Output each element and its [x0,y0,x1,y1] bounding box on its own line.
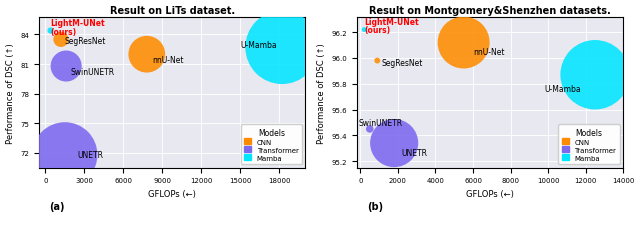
Y-axis label: Performance of DSC (↑): Performance of DSC (↑) [317,43,326,143]
Point [141,53,152,57]
Text: (ours): (ours) [364,26,390,35]
Title: Result on Montgomery&Shenzhen datasets.: Result on Montgomery&Shenzhen datasets. [369,5,611,16]
Text: (b): (b) [367,201,383,211]
Point [458,41,468,45]
Point [45,30,56,33]
Point [56,38,66,42]
Text: SegResNet: SegResNet [65,37,106,46]
Legend: CNN, Transformer, Mamba: CNN, Transformer, Mamba [559,125,620,164]
Point [277,46,287,50]
Point [61,65,71,68]
Text: LightM-UNet: LightM-UNet [51,19,105,28]
Text: UNETR: UNETR [78,151,104,160]
Title: Result on LiTs dataset.: Result on LiTs dataset. [109,5,235,16]
Point [389,142,399,145]
Text: nnU-Net: nnU-Net [473,48,504,57]
Point [590,74,600,77]
Point [60,153,70,157]
Text: U-Mamba: U-Mamba [241,41,277,50]
Text: SegResNet: SegResNet [381,59,422,68]
Text: UNETR: UNETR [402,148,428,157]
Text: SwinUNETR: SwinUNETR [358,118,403,127]
Point [365,128,375,131]
X-axis label: GFLOPs (←): GFLOPs (←) [466,189,514,198]
Y-axis label: Performance of DSC (↑): Performance of DSC (↑) [6,43,15,143]
Point [372,60,382,63]
Text: (a): (a) [49,201,65,211]
X-axis label: GFLOPs (←): GFLOPs (←) [148,189,196,198]
Text: (ours): (ours) [51,28,77,37]
Text: U-Mamba: U-Mamba [545,85,581,94]
Text: SwinUNETR: SwinUNETR [70,68,114,77]
Legend: CNN, Transformer, Mamba: CNN, Transformer, Mamba [241,125,302,164]
Text: LightM-UNet: LightM-UNet [364,18,419,27]
Point [359,29,369,32]
Text: nnU-Net: nnU-Net [152,55,184,64]
